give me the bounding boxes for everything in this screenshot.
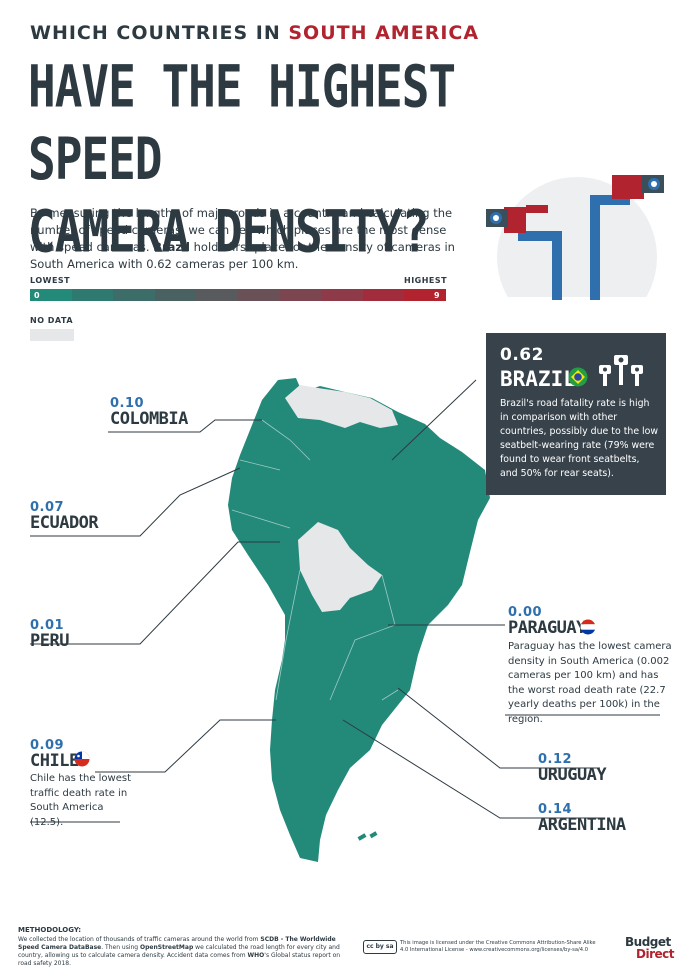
- map-falklands: [357, 833, 367, 841]
- legend-max: 9: [434, 291, 440, 300]
- brazil-desc: Brazil's road fatality rate is high in c…: [500, 398, 659, 479]
- argentina-name: ARGENTINA: [538, 815, 626, 835]
- intro-paragraph: By measuring the lengths of major roads …: [30, 206, 455, 271]
- brazil-flag-icon: [568, 367, 588, 387]
- legend-swatch: [321, 289, 363, 301]
- leader-argentina: [342, 719, 600, 819]
- chile-name: CHILE: [30, 751, 79, 771]
- leader-colombia: [108, 419, 262, 433]
- headline-line1: HAVE THE HIGHEST SPEED: [28, 52, 456, 193]
- camera-poles-icon: [599, 355, 643, 386]
- chile-desc: Chile has the lowest traffic death rate …: [30, 773, 132, 828]
- legend-swatch: [154, 289, 197, 301]
- brand-logo-line2: Direct: [636, 947, 674, 961]
- kicker-accent: SOUTH AMERICA: [288, 22, 480, 44]
- right-camera-icon: [612, 175, 644, 199]
- legend-swatch: [71, 289, 114, 301]
- legend-no-data-label: NO DATA: [30, 316, 74, 325]
- brazil-callout-box: 0.62 BRAZIL Brazil's road fatality rate …: [486, 333, 666, 495]
- brand-logo-line1: Budget: [625, 935, 671, 949]
- brazil-name: BRAZIL: [500, 367, 576, 391]
- map-continent: [228, 378, 490, 862]
- methodology-title: METHODOLOGY:: [18, 926, 82, 934]
- legend-lowest-label: LOWEST: [30, 276, 71, 285]
- legend-gradient-bar: [30, 289, 446, 301]
- kicker: WHICH COUNTRIES IN SOUTH AMERICA: [30, 22, 479, 44]
- uruguay-name: URUGUAY: [538, 765, 607, 785]
- map-borders: [231, 419, 399, 701]
- legend-no-data-swatch: [30, 329, 74, 341]
- legend-swatch: [30, 289, 72, 301]
- right-pole: [590, 195, 600, 300]
- colombia-value: 0.10: [110, 396, 145, 411]
- ecuador-value: 0.07: [30, 500, 65, 515]
- methodology-text: We collected the location of thousands o…: [18, 936, 341, 967]
- left-arm: [518, 231, 562, 241]
- legend-min: 0: [34, 291, 40, 300]
- leader-uruguay: [397, 687, 600, 769]
- leader-lines: [30, 379, 660, 823]
- legend-swatch: [404, 289, 446, 301]
- uruguay-value: 0.12: [538, 752, 573, 767]
- paraguay-value: 0.00: [508, 605, 543, 620]
- headline-line2: CAMERA DENSITY?: [28, 197, 429, 266]
- map-bolivia-no-data: [298, 522, 382, 612]
- paraguay-name: PARAGUAY: [508, 618, 586, 638]
- right-arm: [590, 195, 630, 205]
- leader-chile: [95, 719, 276, 773]
- left-camera-icon: [504, 207, 526, 233]
- peru-value: 0.01: [30, 618, 65, 633]
- speed-camera-illustration: [482, 175, 672, 305]
- cc-license-badge: cc by sa: [363, 940, 397, 954]
- page-title: HAVE THE HIGHEST SPEED CAMERA DENSITY?: [28, 50, 498, 268]
- legend-swatch: [279, 289, 322, 301]
- paraguay-flag-icon: [580, 619, 596, 635]
- peru-name: PERU: [30, 631, 69, 651]
- paraguay-desc: Paraguay has the lowest camera density i…: [508, 641, 672, 725]
- argentina-value: 0.14: [538, 802, 573, 817]
- colombia-name: COLOMBIA: [110, 409, 188, 429]
- legend-swatch: [113, 289, 155, 301]
- map-guianas-no-data: [285, 385, 398, 428]
- chile-value: 0.09: [30, 738, 65, 753]
- ecuador-name: ECUADOR: [30, 513, 99, 533]
- legend-swatch: [237, 289, 280, 301]
- license-text: This image is licensed under the Creativ…: [400, 940, 596, 953]
- left-pole: [552, 240, 562, 300]
- leader-peru: [30, 541, 280, 645]
- leader-brazil: [391, 379, 477, 461]
- chile-flag-icon: [74, 751, 90, 767]
- legend-swatch: [196, 289, 238, 301]
- brazil-value: 0.62: [500, 345, 544, 365]
- kicker-prefix: WHICH COUNTRIES IN: [30, 22, 281, 44]
- legend-highest-label: HIGHEST: [404, 276, 448, 285]
- legend-swatch: [362, 289, 405, 301]
